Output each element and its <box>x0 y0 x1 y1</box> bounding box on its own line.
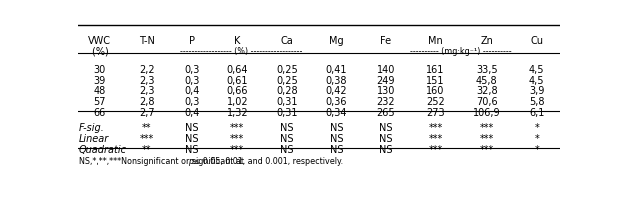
Text: 3,9: 3,9 <box>529 86 544 96</box>
Text: (%)​: (%)​ <box>91 46 108 57</box>
Text: 0,4: 0,4 <box>184 86 200 96</box>
Text: 57: 57 <box>94 97 106 107</box>
Text: ***: *** <box>429 122 442 133</box>
Text: 39: 39 <box>94 75 106 85</box>
Text: 106,9: 106,9 <box>473 107 501 117</box>
Text: F-sig.: F-sig. <box>79 122 104 133</box>
Text: NS: NS <box>280 122 294 133</box>
Text: **: ** <box>142 144 152 154</box>
Text: 140: 140 <box>377 65 395 75</box>
Text: 48: 48 <box>94 86 106 96</box>
Text: NS: NS <box>330 133 343 143</box>
Text: 2,2: 2,2 <box>139 65 155 75</box>
Text: 1,32: 1,32 <box>226 107 248 117</box>
Text: P: P <box>189 36 195 46</box>
Text: 0,42: 0,42 <box>325 86 347 96</box>
Text: 45,8: 45,8 <box>476 75 498 85</box>
Text: 2,3: 2,3 <box>139 86 154 96</box>
Text: NS: NS <box>379 133 392 143</box>
Text: 33,5: 33,5 <box>476 65 498 75</box>
Text: ***: *** <box>480 133 494 143</box>
Text: ***: *** <box>140 133 154 143</box>
Text: 265: 265 <box>376 107 395 117</box>
Text: K: K <box>234 36 241 46</box>
Text: 4,5: 4,5 <box>529 65 544 75</box>
Text: 2,3: 2,3 <box>139 75 154 85</box>
Text: Quadratic: Quadratic <box>79 144 127 154</box>
Text: ≤ 0.05, 0.01, and 0.001, respectively.: ≤ 0.05, 0.01, and 0.001, respectively. <box>191 156 343 165</box>
Text: NS: NS <box>185 122 199 133</box>
Text: NS: NS <box>379 144 392 154</box>
Text: NS: NS <box>330 144 343 154</box>
Text: 70,6: 70,6 <box>476 97 498 107</box>
Text: ***: *** <box>230 133 244 143</box>
Text: 0,31: 0,31 <box>276 107 297 117</box>
Text: 0,64: 0,64 <box>226 65 248 75</box>
Text: VWC: VWC <box>88 36 111 46</box>
Text: Fe: Fe <box>380 36 391 46</box>
Text: Ca: Ca <box>281 36 293 46</box>
Text: Linear: Linear <box>79 133 109 143</box>
Text: 0,25: 0,25 <box>276 75 298 85</box>
Text: Zn: Zn <box>480 36 493 46</box>
Text: Mg: Mg <box>329 36 344 46</box>
Text: 161: 161 <box>426 65 445 75</box>
Text: NS: NS <box>330 122 343 133</box>
Text: 249: 249 <box>377 75 395 85</box>
Text: 0,3: 0,3 <box>184 97 200 107</box>
Text: 32,8: 32,8 <box>476 86 498 96</box>
Text: 0,38: 0,38 <box>325 75 347 85</box>
Text: 232: 232 <box>376 97 395 107</box>
Text: 130: 130 <box>377 86 395 96</box>
Text: ***: *** <box>429 133 442 143</box>
Text: 4,5: 4,5 <box>529 75 544 85</box>
Text: ***: *** <box>480 122 494 133</box>
Text: NS,*,**,***Nonsignificant or significant at: NS,*,**,***Nonsignificant or significant… <box>79 156 247 165</box>
Text: 1,02: 1,02 <box>226 97 248 107</box>
Text: 0,3: 0,3 <box>184 65 200 75</box>
Text: ***: *** <box>230 144 244 154</box>
Text: 273: 273 <box>426 107 445 117</box>
Text: Mn: Mn <box>428 36 443 46</box>
Text: p: p <box>188 156 193 165</box>
Text: 0,31: 0,31 <box>276 97 297 107</box>
Text: **: ** <box>142 122 152 133</box>
Text: 0,66: 0,66 <box>226 86 248 96</box>
Text: 252: 252 <box>426 97 445 107</box>
Text: 2,7: 2,7 <box>139 107 155 117</box>
Text: NS: NS <box>185 133 199 143</box>
Text: NS: NS <box>185 144 199 154</box>
Text: ------------------ (%) ------------------: ------------------ (%) -----------------… <box>180 46 303 56</box>
Text: NS: NS <box>280 133 294 143</box>
Text: Cu: Cu <box>530 36 543 46</box>
Text: 30: 30 <box>94 65 106 75</box>
Text: NS: NS <box>280 144 294 154</box>
Text: 6,1: 6,1 <box>529 107 544 117</box>
Text: *: * <box>534 122 539 133</box>
Text: 0,25: 0,25 <box>276 65 298 75</box>
Text: 0,36: 0,36 <box>325 97 347 107</box>
Text: *: * <box>534 133 539 143</box>
Text: 0,3: 0,3 <box>184 75 200 85</box>
Text: ---------- (mg·kg⁻¹) ----------: ---------- (mg·kg⁻¹) ---------- <box>410 46 511 56</box>
Text: NS: NS <box>379 122 392 133</box>
Text: T-N: T-N <box>139 36 155 46</box>
Text: 0,4: 0,4 <box>184 107 200 117</box>
Text: 0,41: 0,41 <box>325 65 347 75</box>
Text: ***: *** <box>230 122 244 133</box>
Text: 0,28: 0,28 <box>276 86 298 96</box>
Text: 151: 151 <box>426 75 445 85</box>
Text: 5,8: 5,8 <box>529 97 544 107</box>
Text: 0,34: 0,34 <box>325 107 347 117</box>
Text: *: * <box>534 144 539 154</box>
Text: ***: *** <box>480 144 494 154</box>
Text: 66: 66 <box>94 107 106 117</box>
Text: 160: 160 <box>426 86 445 96</box>
Text: ***: *** <box>429 144 442 154</box>
Text: 2,8: 2,8 <box>139 97 154 107</box>
Text: 0,61: 0,61 <box>226 75 248 85</box>
